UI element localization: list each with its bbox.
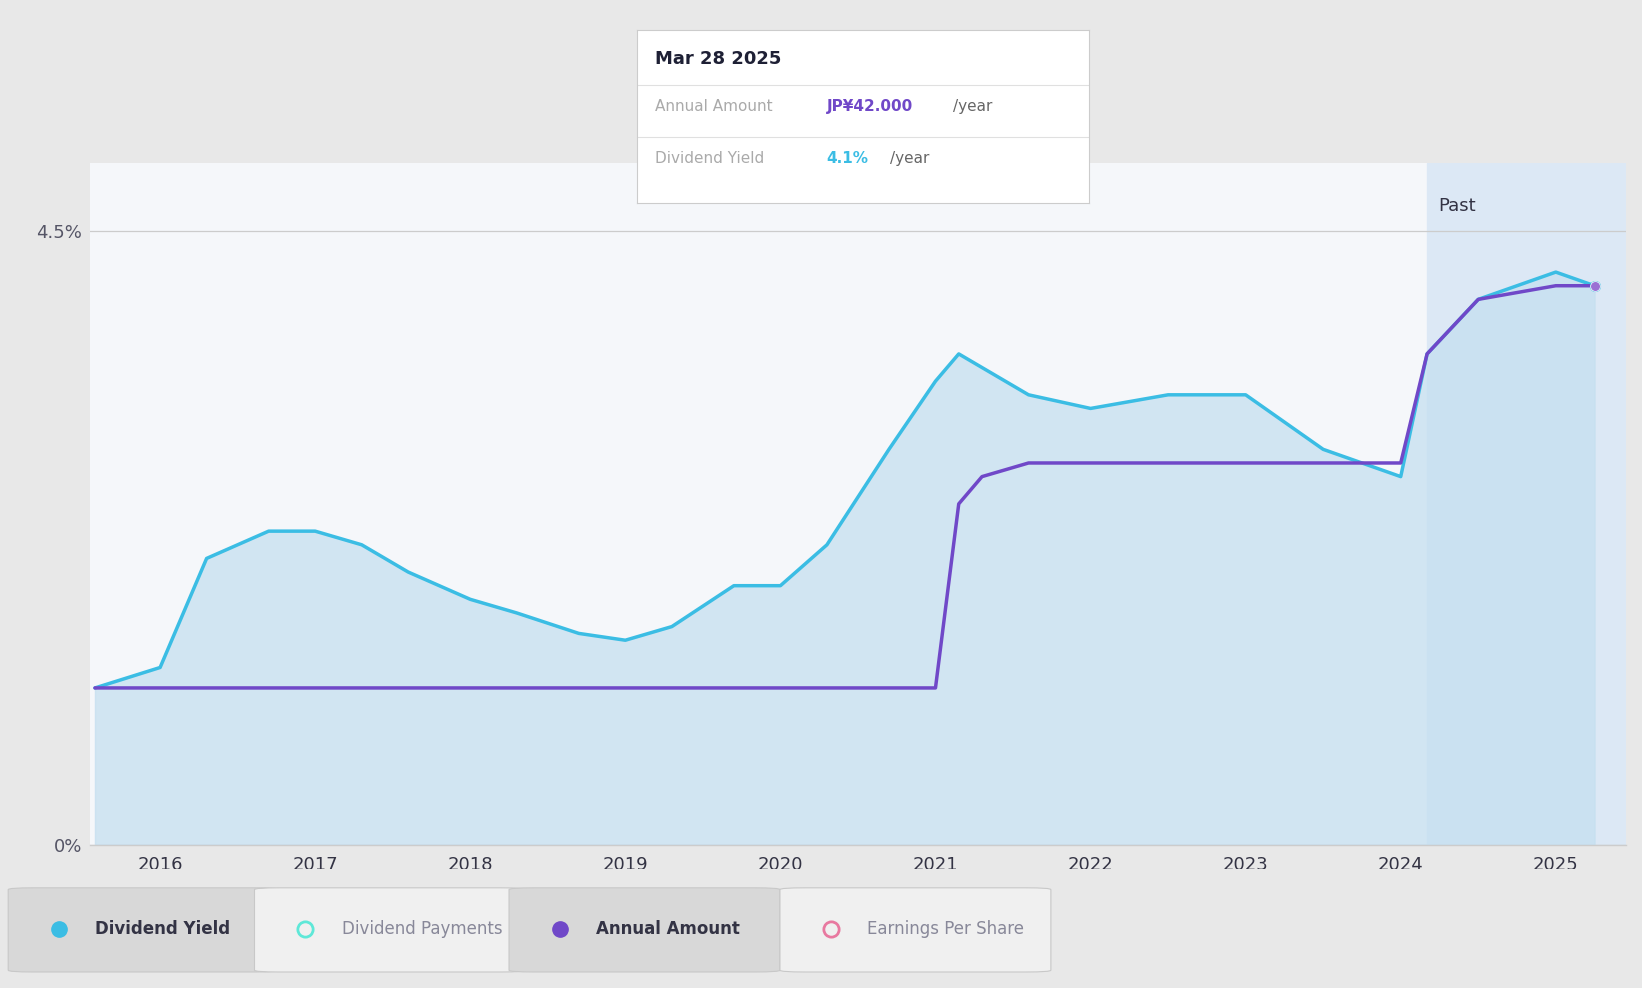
FancyBboxPatch shape [255,888,525,972]
Text: Past: Past [1438,198,1476,215]
Text: Dividend Yield: Dividend Yield [95,920,230,938]
Text: 4.1%: 4.1% [828,150,869,166]
Text: /year: /year [952,99,992,114]
Text: Dividend Payments: Dividend Payments [342,920,502,938]
Text: Annual Amount: Annual Amount [655,99,773,114]
FancyBboxPatch shape [780,888,1051,972]
Text: /year: /year [890,150,929,166]
Text: Mar 28 2025: Mar 28 2025 [655,50,782,68]
Bar [1427,163,1626,845]
Text: Annual Amount: Annual Amount [596,920,741,938]
Text: JP¥42.000: JP¥42.000 [828,99,913,114]
Text: Dividend Yield: Dividend Yield [655,150,765,166]
FancyBboxPatch shape [8,888,279,972]
FancyBboxPatch shape [509,888,780,972]
Text: Earnings Per Share: Earnings Per Share [867,920,1025,938]
